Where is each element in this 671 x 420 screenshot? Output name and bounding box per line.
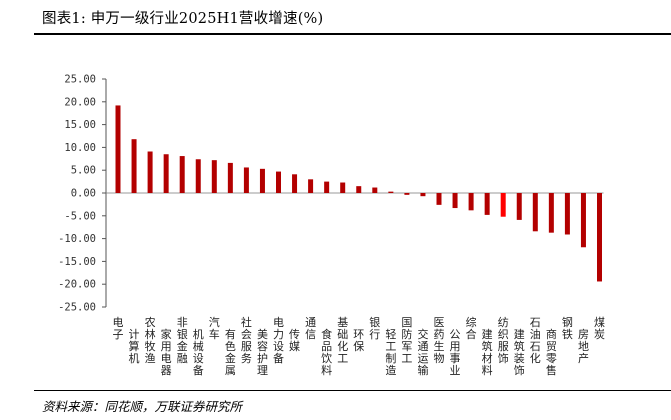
top-rule: [34, 33, 671, 35]
bar-轻工制造: [388, 191, 394, 193]
x-tick-label: 银行: [369, 315, 380, 341]
x-tick-label: 社会服务: [241, 315, 252, 365]
y-tick-label: 25.00: [64, 74, 96, 86]
x-tick-label: 轻工制造: [385, 327, 396, 377]
bar-家用电器: [163, 154, 169, 193]
x-tick-label: 传媒: [289, 328, 300, 353]
x-tick-label: 农林牧渔: [145, 315, 156, 365]
y-axis: 25.00 20.00 15.00 10.00 5.00 0.00 -5.00 -10.00 -…: [58, 74, 604, 314]
bar-交通运输: [420, 193, 426, 197]
x-tick-label: 房地产: [578, 328, 589, 365]
x-tick-label: 家用电器: [161, 327, 172, 377]
y-tick-label: -15.00: [58, 256, 96, 268]
x-tick-label: 环保: [353, 328, 364, 353]
bar-食品饮料: [324, 181, 330, 193]
x-tick-label: 钢铁: [562, 316, 573, 341]
x-tick-label: 汽车: [209, 315, 220, 341]
x-tick-label: 通信: [305, 316, 316, 341]
bar-房地产: [580, 193, 586, 248]
bar-农林牧渔: [147, 151, 153, 193]
y-tick-label: 20.00: [64, 96, 96, 108]
bar-电子: [115, 105, 121, 193]
chart-header: 图表1: 申万一级行业2025H1营收增速(%): [0, 0, 671, 36]
y-tick-label: -20.00: [58, 279, 96, 291]
y-tick-label: -5.00: [64, 210, 96, 222]
bar-环保: [356, 186, 362, 193]
y-tick-label: 15.00: [64, 119, 96, 131]
x-tick-label: 建筑材料: [482, 327, 493, 377]
x-tick-label: 石油石化: [530, 316, 541, 365]
bar-计算机: [131, 139, 137, 193]
bar-机械设备: [195, 159, 201, 193]
y-tick-label: -10.00: [58, 233, 96, 245]
chart-title: 图表1: 申万一级行业2025H1营收增速(%): [42, 11, 324, 27]
bar-社会服务: [243, 167, 249, 193]
x-tick-label: 商贸零售: [546, 327, 557, 377]
bar-电力设备: [276, 171, 281, 193]
x-tick-label: 基础化工: [337, 316, 348, 365]
y-tick-label: 5.00: [71, 165, 96, 177]
x-tick-label: 医药生物: [434, 316, 445, 365]
x-tick-label: 电子: [113, 316, 124, 341]
x-tick-label: 非银金融: [177, 316, 188, 365]
y-tick-label: 0.00: [71, 188, 96, 200]
y-tick-label: -25.00: [58, 302, 96, 314]
x-tick-label: 机械设备: [193, 327, 204, 377]
x-tick-label: 交通运输: [417, 327, 428, 377]
bar-有色金属: [227, 162, 233, 193]
x-tick-label: 计算机: [129, 328, 140, 365]
x-tick-label: 国防军工: [401, 316, 412, 365]
bar-建筑材料: [484, 193, 490, 215]
bar-传媒: [292, 174, 298, 193]
bottom-rule: [34, 390, 671, 391]
bar-通信: [308, 179, 314, 193]
bar-非银金融: [179, 156, 185, 193]
bar-煤炭: [597, 193, 602, 282]
source-note: 资料来源：同花顺，万联证券研究所: [42, 399, 243, 414]
bar-美容护理: [259, 168, 265, 193]
bar-建筑装饰: [516, 193, 522, 220]
x-tick-label: 纺织服饰: [498, 315, 509, 365]
bar-国防军工: [404, 193, 410, 195]
x-tick-label: 公用事业: [450, 328, 461, 377]
x-tick-label: 有色金属: [225, 327, 236, 377]
bar-商贸零售: [548, 193, 554, 233]
bar-公用事业: [452, 193, 458, 209]
bar-石油石化: [532, 193, 538, 232]
y-tick-label: 10.00: [64, 142, 96, 154]
bar-医药生物: [436, 193, 442, 205]
bars: [115, 105, 602, 282]
x-tick-label: 食品饮料: [321, 327, 332, 377]
bar-纺织服饰: [500, 193, 506, 217]
bar-基础化工: [340, 182, 346, 193]
x-tick-label: 煤炭: [594, 316, 605, 341]
x-tick-label: 综合: [466, 315, 477, 341]
x-tick-label: 建筑装饰: [514, 327, 525, 377]
x-tick-label: 美容护理: [257, 328, 268, 377]
bar-银行: [372, 187, 378, 193]
x-tick-label: 电力设备: [273, 316, 284, 365]
bar-综合: [468, 193, 474, 211]
bar-汽车: [211, 160, 217, 193]
bar-钢铁: [564, 193, 570, 235]
